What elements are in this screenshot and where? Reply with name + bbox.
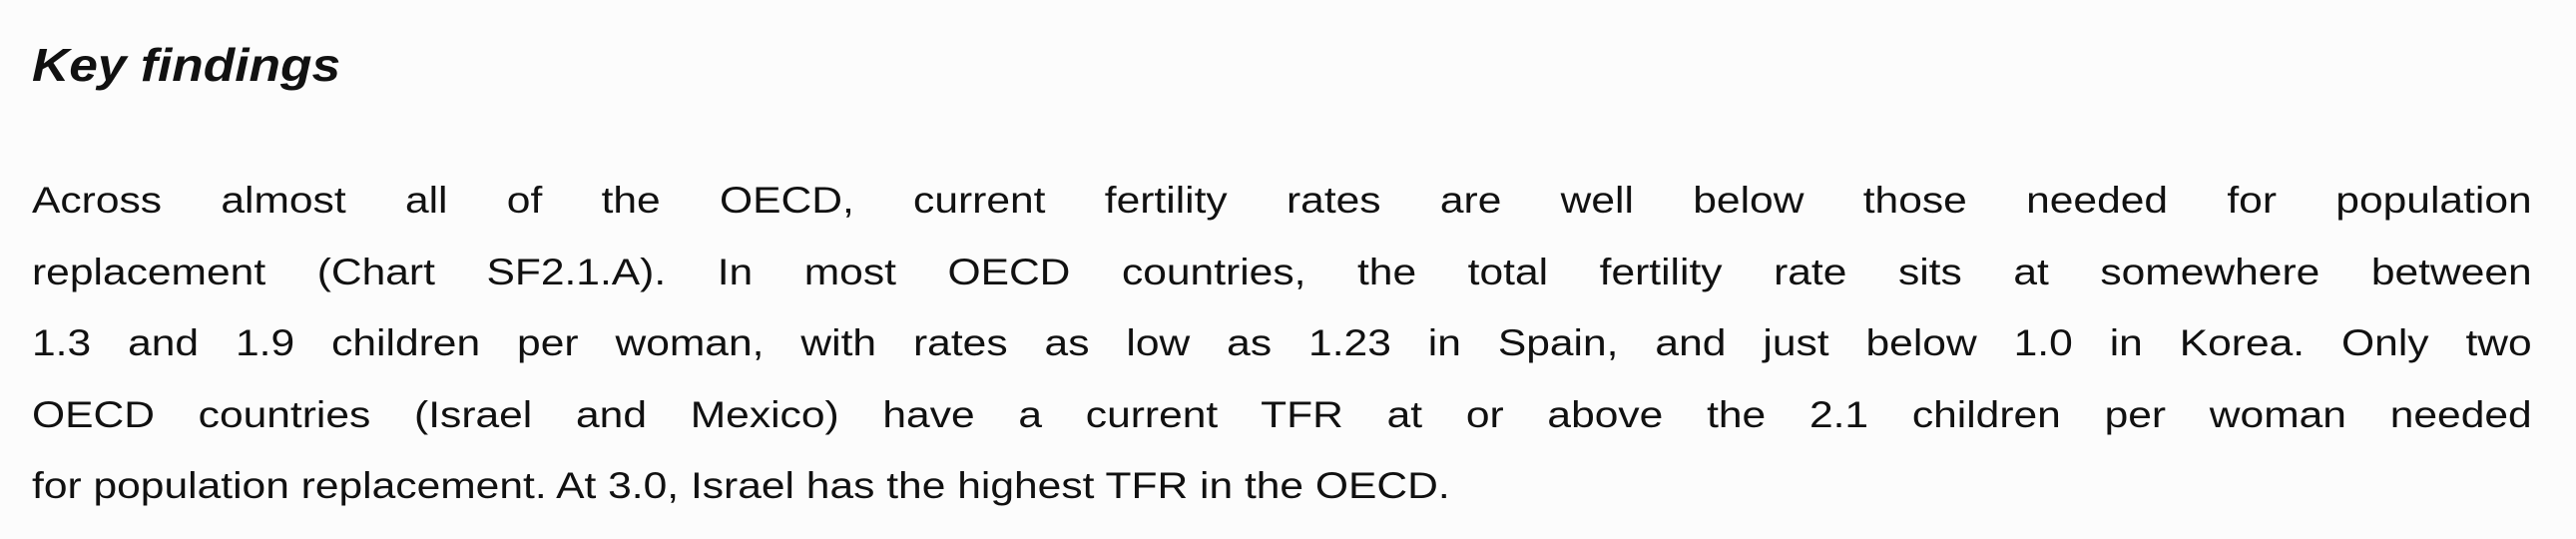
paragraph-line: OECD countries (Israel and Mexico) have … [32, 393, 2532, 435]
section-heading: Key findings [32, 39, 341, 91]
paragraph-line: for population replacement. At 3.0, Isra… [32, 465, 1450, 506]
paragraph-line: Across almost all of the OECD, current f… [32, 180, 2532, 221]
paragraph-line: 1.3 and 1.9 children per woman, with rat… [32, 322, 2532, 363]
paragraph-line: replacement (Chart SF2.1.A). In most OEC… [32, 251, 2532, 292]
key-findings-paragraph: Across almost all of the OECD, current f… [32, 165, 2532, 522]
